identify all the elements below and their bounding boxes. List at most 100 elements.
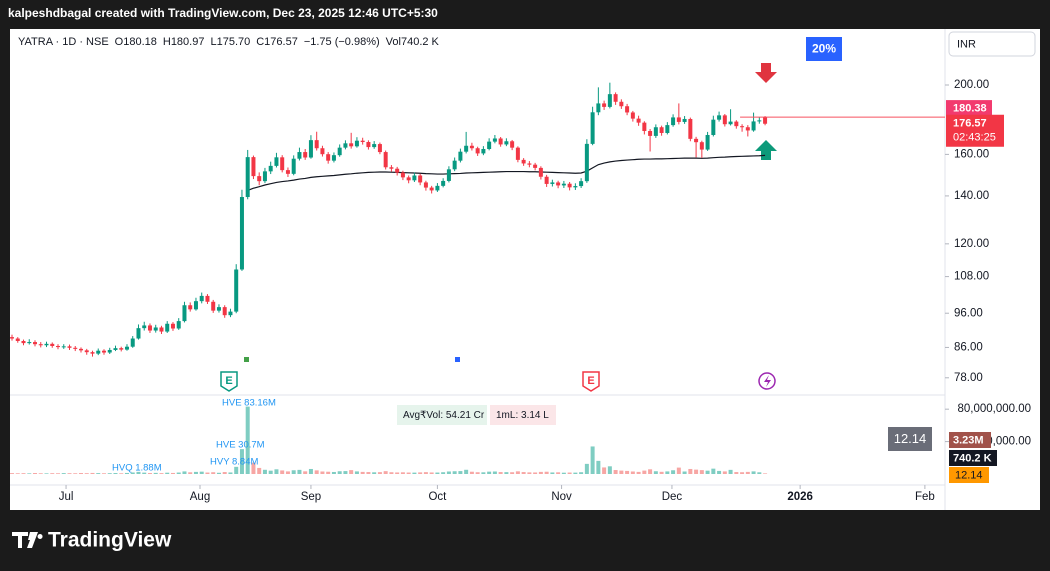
candle-body: [10, 337, 15, 339]
currency-box[interactable]: [948, 31, 1036, 57]
candle-body: [481, 148, 486, 154]
candle-body: [50, 343, 55, 346]
x-tick-label: Feb: [915, 491, 935, 503]
volume-annotation: HVE 30.7M: [216, 440, 265, 451]
volume-bar: [193, 471, 198, 474]
candle-body: [763, 117, 768, 124]
value-badge: [888, 427, 932, 451]
candle-body: [343, 143, 348, 148]
volume-bar: [234, 466, 239, 474]
candle-body: [21, 340, 26, 344]
volume-bar: [590, 446, 595, 474]
stat-box: [397, 405, 487, 425]
candle-body: [728, 121, 733, 125]
percent-badge[interactable]: [806, 37, 842, 61]
volume-bar: [349, 470, 354, 474]
candle-body: [188, 305, 193, 310]
volume-bar: [308, 468, 313, 474]
volume-bar: [67, 473, 72, 474]
candle-body: [257, 176, 262, 182]
candle-body: [314, 140, 319, 149]
volume-bar: [498, 472, 503, 474]
legend-open: O180.18: [115, 36, 157, 48]
percent-badge-text: 20%: [812, 42, 836, 56]
candle-body: [320, 148, 325, 155]
candle-body: [193, 301, 198, 310]
volume-bar: [159, 473, 164, 474]
y-tick-label: 78.00: [954, 372, 983, 384]
candle-body: [165, 323, 170, 332]
candle-body: [372, 144, 377, 148]
volume-bar: [705, 470, 710, 474]
x-tick-label: Oct: [428, 491, 447, 503]
candle-body: [515, 147, 520, 160]
volume-bar: [360, 471, 365, 474]
candle-body: [142, 325, 147, 329]
volume-bar: [607, 466, 612, 474]
axis-badge: [949, 432, 991, 448]
earnings-label: E: [225, 375, 232, 387]
volume-bar: [372, 472, 377, 474]
volume-bar: [561, 472, 566, 474]
volume-bar: [579, 472, 584, 474]
value-badge-text: 12.14: [894, 431, 927, 446]
volume-bar: [280, 470, 285, 474]
x-tick-label: Jul: [59, 491, 74, 503]
candle-body: [625, 106, 630, 113]
volume-bar: [596, 460, 601, 474]
volume-bar: [90, 472, 95, 474]
candle-body: [326, 154, 331, 161]
volume-bar: [21, 473, 26, 474]
last-price-badge: [946, 114, 1004, 147]
volume-bar: [544, 471, 549, 474]
volume-bar: [527, 472, 532, 474]
candle-body: [492, 138, 497, 142]
candle-body: [590, 112, 595, 144]
earnings-icon[interactable]: [220, 371, 238, 392]
volume-bar: [464, 469, 469, 474]
moving-average: [247, 154, 766, 191]
candle-body: [228, 311, 233, 316]
candle-body: [464, 145, 469, 152]
volume-bar: [38, 473, 43, 474]
legend-high: H180.97: [163, 36, 205, 48]
volume-bar: [676, 467, 681, 474]
stat-box: [490, 405, 556, 425]
candle-body: [136, 328, 141, 339]
candle-body: [297, 152, 302, 159]
arrow-up: [755, 140, 777, 160]
volume-bar: [446, 471, 451, 474]
volume-bar: [222, 472, 227, 474]
volume-bar: [211, 472, 216, 474]
legend-change: −1.75 (−0.98%): [304, 36, 380, 48]
candle-body: [694, 138, 699, 143]
legend-low: L175.70: [210, 36, 250, 48]
candle-body: [73, 347, 78, 349]
attribution: kalpeshdbagal created with TradingView.c…: [8, 6, 438, 20]
candle-body: [446, 169, 451, 181]
volume-bar: [44, 473, 49, 474]
y-tick-label: 200.00: [954, 79, 989, 91]
last-price-text: 176.57: [953, 118, 987, 130]
volume-bar: [556, 472, 561, 474]
candle-body: [441, 180, 446, 186]
candle-body: [556, 182, 561, 186]
candle-body: [182, 305, 187, 322]
volume-bar: [176, 472, 181, 474]
y-tick-label: 108.00: [954, 271, 989, 283]
volume-bar: [113, 473, 118, 474]
candle-body: [360, 140, 365, 143]
volume-bar: [475, 472, 480, 474]
volume-bar: [331, 471, 336, 474]
y-tick-label: 140.00: [954, 190, 989, 202]
volume-bar: [320, 471, 325, 474]
x-tick-label: Sep: [301, 491, 321, 503]
earnings-icon[interactable]: [582, 371, 600, 392]
candle-body: [757, 120, 762, 122]
currency: INR: [957, 38, 976, 50]
candle-body: [33, 342, 38, 345]
candle-body: [349, 143, 354, 147]
volume-bar: [573, 472, 578, 474]
candle-body: [435, 185, 440, 191]
volume-bar: [84, 473, 89, 474]
